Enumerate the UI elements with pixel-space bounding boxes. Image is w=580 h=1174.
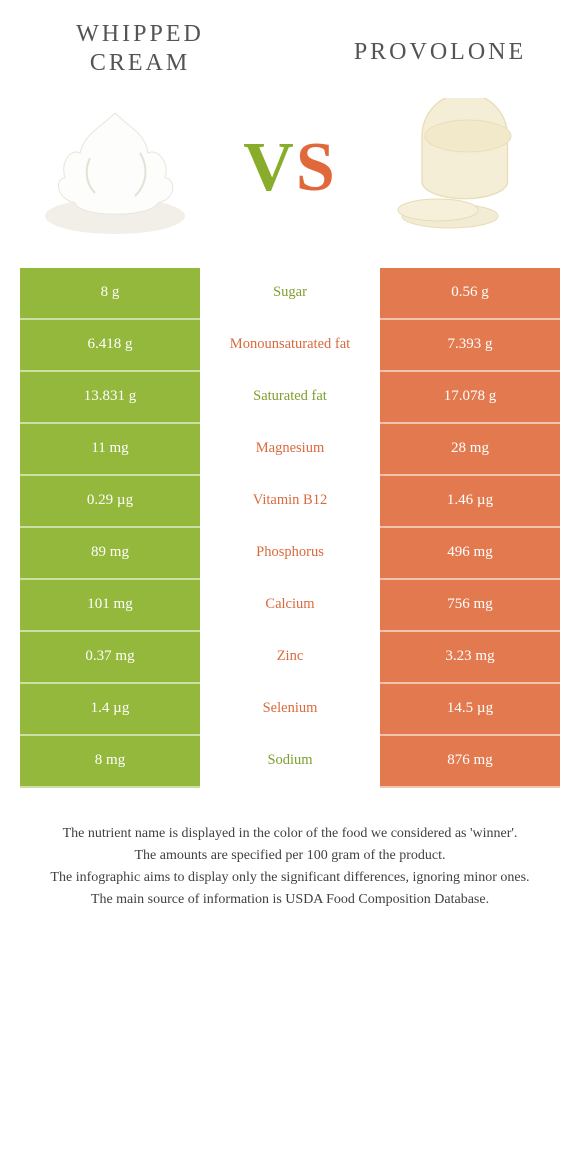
right-value: 0.56 g	[380, 268, 560, 320]
right-value: 1.46 µg	[380, 476, 560, 528]
footnote-line: The amounts are specified per 100 gram o…	[30, 846, 550, 866]
header: Whipped cream Provolone	[0, 0, 580, 78]
left-value: 11 mg	[20, 424, 200, 476]
left-value: 8 mg	[20, 736, 200, 788]
right-food-title: Provolone	[340, 20, 540, 67]
nutrient-name: Selenium	[200, 684, 380, 736]
nutrient-name: Phosphorus	[200, 528, 380, 580]
provolone-image	[380, 98, 550, 238]
table-row: 8 mgSodium876 mg	[20, 736, 560, 788]
footnotes: The nutrient name is displayed in the co…	[0, 788, 580, 911]
nutrient-name: Saturated fat	[200, 372, 380, 424]
vs-label: VS	[243, 128, 337, 208]
whipped-cream-image	[30, 98, 200, 238]
nutrient-name: Monounsaturated fat	[200, 320, 380, 372]
table-row: 0.29 µgVitamin B121.46 µg	[20, 476, 560, 528]
footnote-line: The nutrient name is displayed in the co…	[30, 824, 550, 844]
vs-s: S	[296, 129, 337, 206]
footnote-line: The infographic aims to display only the…	[30, 868, 550, 888]
footnote-line: The main source of information is USDA F…	[30, 890, 550, 910]
left-value: 89 mg	[20, 528, 200, 580]
right-value: 496 mg	[380, 528, 560, 580]
table-row: 0.37 mgZinc3.23 mg	[20, 632, 560, 684]
table-row: 1.4 µgSelenium14.5 µg	[20, 684, 560, 736]
left-value: 13.831 g	[20, 372, 200, 424]
left-value: 6.418 g	[20, 320, 200, 372]
table-row: 6.418 gMonounsaturated fat7.393 g	[20, 320, 560, 372]
nutrient-name: Vitamin B12	[200, 476, 380, 528]
table-row: 8 gSugar0.56 g	[20, 268, 560, 320]
nutrient-name: Zinc	[200, 632, 380, 684]
table-row: 89 mgPhosphorus496 mg	[20, 528, 560, 580]
table-row: 11 mgMagnesium28 mg	[20, 424, 560, 476]
left-food-title: Whipped cream	[40, 20, 240, 78]
left-value: 1.4 µg	[20, 684, 200, 736]
nutrient-table: 8 gSugar0.56 g6.418 gMonounsaturated fat…	[20, 268, 560, 788]
nutrient-name: Calcium	[200, 580, 380, 632]
nutrient-name: Sugar	[200, 268, 380, 320]
nutrient-name: Sodium	[200, 736, 380, 788]
left-value: 0.29 µg	[20, 476, 200, 528]
right-value: 3.23 mg	[380, 632, 560, 684]
right-value: 876 mg	[380, 736, 560, 788]
images-row: VS	[0, 78, 580, 268]
nutrient-name: Magnesium	[200, 424, 380, 476]
right-value: 756 mg	[380, 580, 560, 632]
right-value: 28 mg	[380, 424, 560, 476]
table-row: 101 mgCalcium756 mg	[20, 580, 560, 632]
left-value: 101 mg	[20, 580, 200, 632]
right-value: 17.078 g	[380, 372, 560, 424]
right-value: 14.5 µg	[380, 684, 560, 736]
table-row: 13.831 gSaturated fat17.078 g	[20, 372, 560, 424]
vs-v: V	[243, 129, 296, 206]
right-value: 7.393 g	[380, 320, 560, 372]
left-value: 0.37 mg	[20, 632, 200, 684]
left-value: 8 g	[20, 268, 200, 320]
